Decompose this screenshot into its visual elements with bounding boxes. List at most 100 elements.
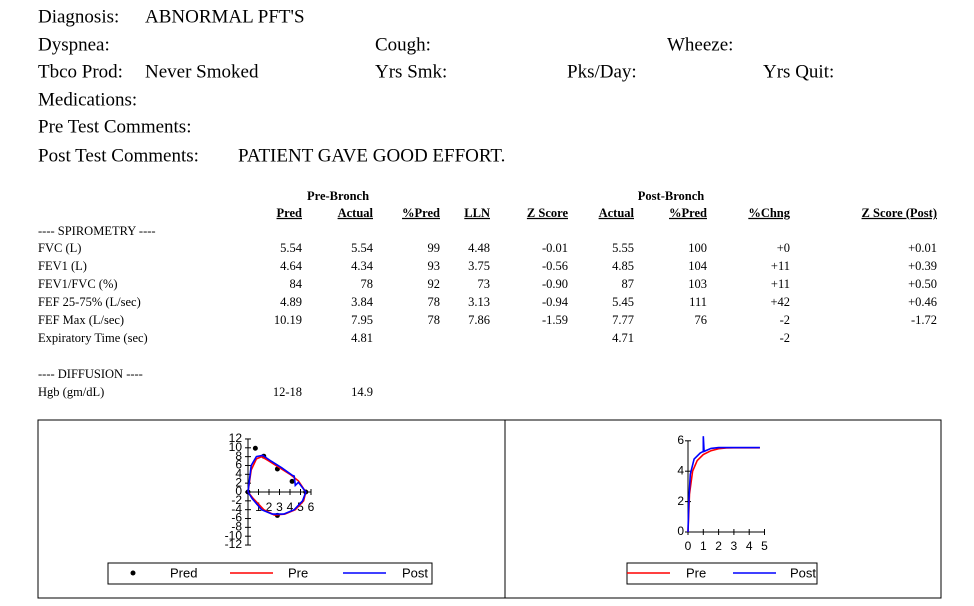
column-header: Pred	[277, 206, 303, 220]
cell: +0.46	[908, 295, 937, 309]
cell: 4.89	[280, 295, 302, 309]
cell: 5.55	[612, 241, 634, 255]
row-label: Expiratory Time (sec)	[38, 331, 148, 345]
cell: 4.48	[468, 241, 490, 255]
cell: +11	[771, 259, 790, 273]
data-line	[687, 447, 760, 533]
column-header: LLN	[464, 206, 490, 220]
y-tick-label: -12	[225, 537, 243, 551]
column-header: %Pred	[669, 206, 707, 220]
cell: 78	[428, 313, 441, 327]
legend-label: Pre	[288, 565, 308, 580]
label: Dyspnea:	[38, 34, 110, 55]
header: Diagnosis: ABNORMAL PFT'S Dyspnea: Cough…	[38, 6, 834, 166]
cell: 78	[428, 295, 441, 309]
data-line	[687, 436, 760, 533]
cell: 3.13	[468, 295, 490, 309]
row-label: Hgb (gm/dL)	[38, 385, 104, 399]
cell: 103	[688, 277, 707, 291]
column-header: Actual	[338, 206, 374, 220]
legend-box	[107, 562, 433, 585]
row-label: FEV1/FVC (%)	[38, 277, 118, 291]
label: Pks/Day:	[567, 61, 637, 82]
cell: 10.19	[274, 313, 302, 327]
cell: 104	[688, 259, 708, 273]
label: Tbco Prod:	[38, 61, 123, 82]
legend-marker	[130, 570, 136, 576]
cell: +11	[771, 277, 790, 291]
y-tick-label: -4	[231, 502, 242, 516]
column-header: %Pred	[402, 206, 440, 220]
y-tick-label: -10	[225, 528, 243, 542]
legend-label: Post	[790, 565, 816, 580]
label: Cough:	[375, 34, 431, 55]
cell: 4.85	[612, 259, 634, 273]
y-tick-label: -2	[231, 493, 242, 507]
cell: 5.45	[612, 295, 634, 309]
cell: 12-18	[273, 385, 302, 399]
cell: -2	[780, 313, 790, 327]
cell: -0.56	[542, 259, 568, 273]
label: Pre Test Comments:	[38, 116, 191, 137]
cell: 84	[290, 277, 303, 291]
y-tick-label: 4	[677, 463, 684, 477]
cell: 5.54	[351, 241, 374, 255]
data-point	[289, 478, 295, 484]
cell: +0.39	[908, 259, 937, 273]
legend-label: Pred	[170, 565, 197, 580]
row-label: ---- SPIROMETRY ----	[38, 224, 156, 238]
cell: 78	[361, 277, 374, 291]
label: Medications:	[38, 89, 137, 110]
y-tick-label: -6	[231, 511, 242, 525]
cell: 87	[622, 277, 635, 291]
x-tick-label: 5	[297, 500, 304, 514]
cell: 3.75	[468, 259, 490, 273]
cell: +0	[777, 241, 790, 255]
x-tick-label: 2	[715, 539, 722, 553]
label: Diagnosis:	[38, 6, 119, 27]
cell: -0.01	[542, 241, 568, 255]
x-tick-label: 3	[276, 500, 283, 514]
x-tick-label: 0	[685, 539, 692, 553]
data-point	[252, 445, 258, 451]
column-header: Z Score	[527, 206, 569, 220]
y-tick-label: 10	[229, 440, 243, 454]
legend-label: Pre	[686, 565, 706, 580]
value: Never Smoked	[145, 61, 259, 82]
y-tick-label: 2	[235, 475, 242, 489]
column-header: %Chng	[748, 206, 790, 220]
x-tick-label: 3	[731, 539, 738, 553]
x-tick-label: 5	[761, 539, 768, 553]
cell: 7.86	[468, 313, 490, 327]
cell: 100	[688, 241, 707, 255]
column-header: Z Score (Post)	[862, 206, 937, 220]
cell: 76	[695, 313, 708, 327]
y-tick-label: -8	[231, 520, 242, 534]
group-header: Pre-Bronch	[307, 189, 369, 203]
cell: -0.90	[542, 277, 568, 291]
y-tick-label: 0	[235, 484, 242, 498]
x-tick-label: 2	[266, 500, 273, 514]
x-tick-label: 4	[287, 500, 294, 514]
cell: 99	[428, 241, 441, 255]
cell: 4.81	[351, 331, 373, 345]
cell: -1.59	[542, 313, 568, 327]
data-line	[247, 454, 307, 515]
cell: 111	[689, 295, 707, 309]
cell: -1.72	[911, 313, 937, 327]
chart-frame	[37, 419, 942, 599]
cell: -2	[780, 331, 790, 345]
y-tick-label: 12	[229, 431, 243, 445]
legend-label: Post	[402, 565, 428, 580]
cell: 93	[428, 259, 441, 273]
label: Post Test Comments:	[38, 145, 199, 166]
x-tick-label: 6	[308, 500, 315, 514]
table: Pre-Bronch Post-Bronch	[307, 189, 704, 203]
cell: 7.95	[351, 313, 373, 327]
value: ABNORMAL PFT'S	[145, 6, 305, 27]
cell: +0.01	[908, 241, 937, 255]
y-tick-label: 6	[235, 458, 242, 472]
cell: +42	[770, 295, 790, 309]
cell: 4.71	[612, 331, 634, 345]
value: PATIENT GAVE GOOD EFFORT.	[238, 145, 505, 166]
